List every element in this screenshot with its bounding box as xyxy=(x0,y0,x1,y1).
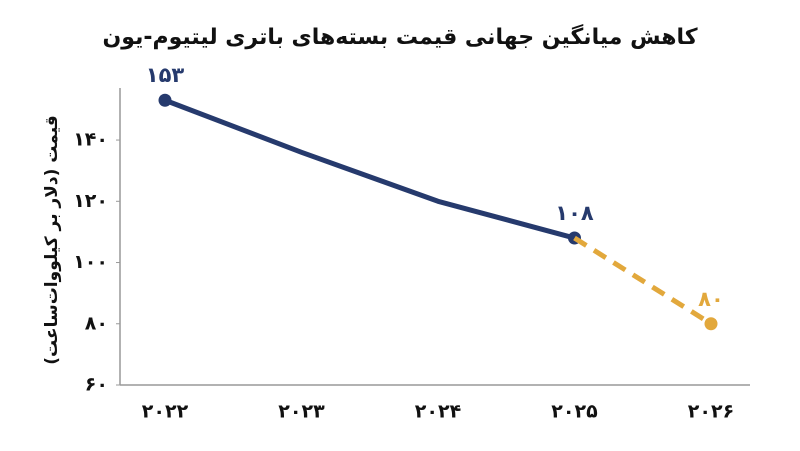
data-label: ۱۵۳ xyxy=(146,63,185,87)
y-tick-label: ۱۲۰ xyxy=(73,190,108,212)
y-axis-label: قیمت (دلار بر کیلووات‌ساعت) xyxy=(42,115,62,365)
x-tick-label: ۲۰۲۲ xyxy=(142,401,189,423)
y-tick-label: ۶۰ xyxy=(85,374,108,396)
y-tick-label: ۱۴۰ xyxy=(73,129,108,151)
data-point xyxy=(158,93,172,107)
data-label: ۸۰ xyxy=(698,287,724,311)
y-tick-label: ۸۰ xyxy=(85,312,108,334)
x-tick-label: ۲۰۲۴ xyxy=(415,401,461,423)
x-tick-label: ۲۰۲۳ xyxy=(278,401,325,423)
data-point xyxy=(704,317,718,331)
x-tick-label: ۲۰۲۶ xyxy=(688,401,734,423)
series-line xyxy=(573,235,713,326)
y-tick-label: ۱۰۰ xyxy=(73,251,108,273)
chart-title: کاهش میانگین جهانی قیمت بسته‌های باتری ل… xyxy=(103,23,698,50)
series-line xyxy=(164,97,576,241)
x-tick-label: ۲۰۲۵ xyxy=(551,401,598,423)
data-label: ۱۰۸ xyxy=(555,201,594,225)
